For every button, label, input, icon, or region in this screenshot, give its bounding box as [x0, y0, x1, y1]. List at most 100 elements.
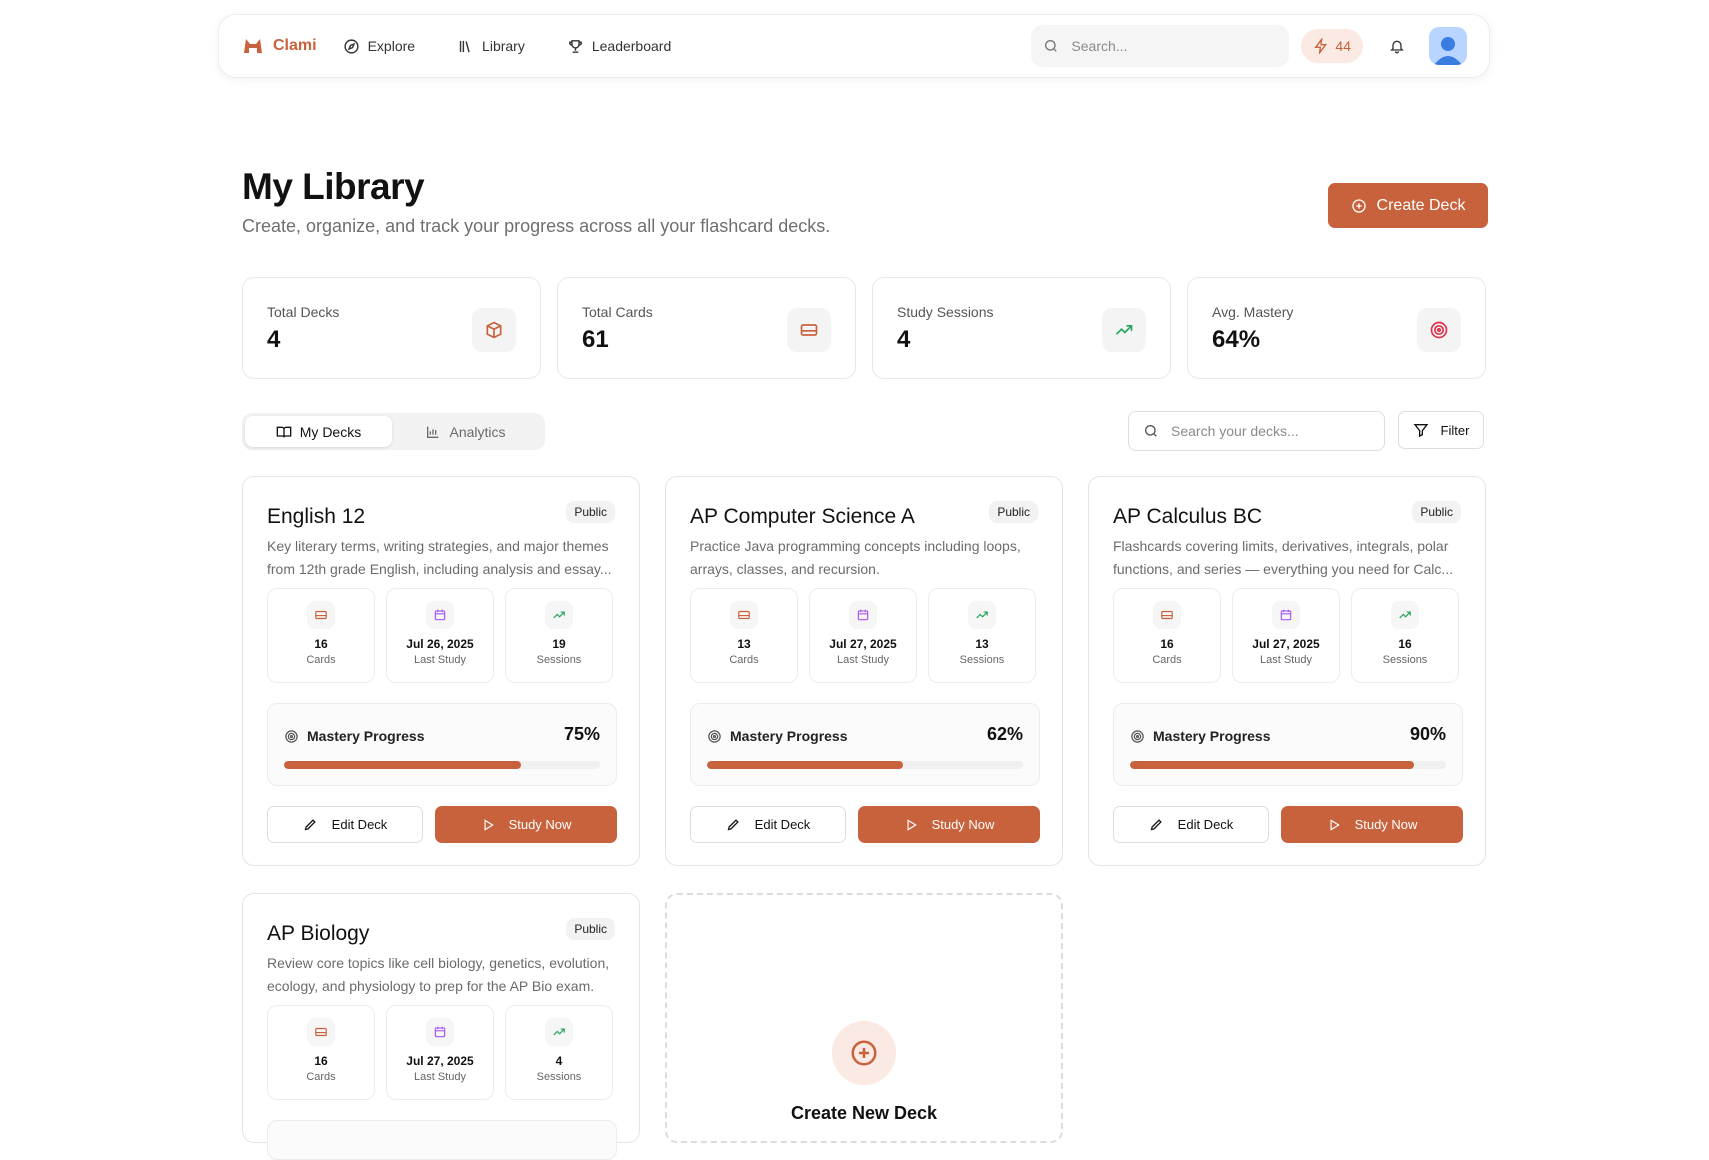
stat-value: 61 [582, 326, 609, 353]
trend-up-icon [968, 601, 996, 629]
mastery-percent: 75% [563, 724, 600, 744]
create-deck-label: Create Deck [1376, 196, 1466, 214]
page-subtitle: Create, organize, and track your progres… [242, 216, 831, 236]
deck-title: English 12 [267, 505, 366, 528]
deck-stat-sessions: 4 Sessions [505, 1005, 613, 1100]
study-now-button[interactable]: Study Now [858, 806, 1040, 843]
filter-button[interactable]: Filter [1398, 411, 1484, 449]
card-icon [787, 308, 831, 352]
play-icon [907, 818, 917, 831]
brand-logo[interactable]: Clami [243, 37, 317, 55]
deck-stat-cards: 13 Cards [690, 588, 798, 683]
stat-label: Avg. Mastery [1212, 304, 1294, 320]
edit-deck-button[interactable]: Edit Deck [1113, 806, 1269, 843]
mastery-label-text: Mastery Progress [730, 728, 848, 744]
mastery-progress-track [284, 761, 600, 769]
edit-deck-label: Edit Deck [331, 817, 388, 832]
card-icon [307, 601, 335, 629]
visibility-badge: Public [1412, 501, 1461, 523]
deck-card[interactable]: English 12 Public Key literary terms, wr… [242, 476, 640, 866]
deck-stat-label: Cards [1152, 654, 1182, 666]
deck-card[interactable]: AP Computer Science A Public Practice Ja… [665, 476, 1063, 866]
plus-circle-icon [1351, 198, 1366, 213]
nav-item-explore[interactable]: Explore [343, 38, 415, 55]
nav-item-label: Leaderboard [591, 38, 672, 54]
trophy-icon [568, 39, 582, 53]
deck-description: Flashcards covering limits, derivatives,… [1113, 538, 1454, 577]
search-icon [1145, 425, 1157, 437]
stat-card-total-decks: Total Decks 4 [242, 277, 541, 379]
mastery-panel: Mastery Progress 75% [267, 703, 617, 786]
create-new-deck-label: Create New Deck [790, 1103, 938, 1123]
deck-stat-sessions: 16 Sessions [1351, 588, 1459, 683]
create-deck-button[interactable]: Create Deck [1328, 183, 1488, 228]
mastery-label: Mastery Progress [1130, 728, 1271, 744]
pencil-icon [304, 819, 316, 831]
filter-icon [1413, 424, 1428, 438]
study-now-button[interactable]: Study Now [1281, 806, 1463, 843]
stat-label: Total Cards [582, 304, 653, 320]
deck-card[interactable]: AP Calculus BC Public Flashcards coverin… [1088, 476, 1486, 866]
deck-search[interactable] [1128, 411, 1385, 451]
streak-badge[interactable]: 44 [1301, 29, 1363, 63]
deck-stat-last-study: Jul 27, 2025 Last Study [1232, 588, 1340, 683]
stats-row: Total Decks 4 Total Cards 61 Study Sessi… [242, 277, 1486, 379]
open-book-icon [276, 426, 292, 437]
stat-value: 4 [267, 326, 281, 353]
deck-stat-value: 4 [555, 1054, 563, 1068]
play-icon [1330, 818, 1340, 831]
pencil-icon [1150, 819, 1162, 831]
study-now-label: Study Now [508, 817, 572, 832]
deck-stat-value: Jul 26, 2025 [406, 637, 474, 651]
user-avatar[interactable] [1429, 27, 1467, 65]
deck-stat-value: 16 [1398, 637, 1412, 651]
cat-logo-icon [244, 39, 262, 53]
calendar-icon [1272, 601, 1300, 629]
card-icon [1153, 601, 1181, 629]
target-icon [285, 729, 298, 743]
deck-stat-cards: 16 Cards [267, 1005, 375, 1100]
edit-deck-label: Edit Deck [1177, 817, 1234, 832]
mastery-progress-track [1130, 761, 1446, 769]
user-icon [1434, 37, 1462, 65]
edit-deck-button[interactable]: Edit Deck [267, 806, 423, 843]
plus-circle-icon [832, 1021, 896, 1085]
edit-deck-button[interactable]: Edit Deck [690, 806, 846, 843]
tab-analytics[interactable]: Analytics [392, 416, 539, 447]
mastery-label-text: Mastery Progress [1153, 728, 1271, 744]
deck-stat-value: 16 [314, 637, 328, 651]
bell-icon [1390, 40, 1404, 54]
deck-stat-value: 13 [975, 637, 989, 651]
mastery-progress-fill [707, 761, 903, 769]
view-tabs: My Decks Analytics [242, 413, 545, 450]
deck-search-input[interactable] [1171, 423, 1361, 439]
global-search[interactable] [1031, 25, 1290, 67]
study-now-button[interactable]: Study Now [435, 806, 617, 843]
nav-item-library[interactable]: Library [457, 38, 525, 55]
deck-description: Key literary terms, writing strategies, … [267, 538, 612, 577]
edit-deck-label: Edit Deck [754, 817, 811, 832]
target-icon [1417, 308, 1461, 352]
create-new-deck-card[interactable]: Create New Deck [665, 893, 1063, 1143]
nav-item-leaderboard[interactable]: Leaderboard [567, 38, 671, 55]
deck-stat-value: 13 [737, 637, 751, 651]
deck-stat-sessions: 13 Sessions [928, 588, 1036, 683]
stat-label: Study Sessions [897, 304, 994, 320]
mastery-percent: 90% [1409, 724, 1446, 744]
card-icon [730, 601, 758, 629]
global-search-input[interactable] [1071, 38, 1252, 54]
deck-stat-value: 19 [552, 637, 566, 651]
nav-item-label: Library [482, 38, 525, 54]
deck-card[interactable]: AP Biology Public Review core topics lik… [242, 893, 640, 1160]
deck-stat-label: Sessions [1382, 654, 1428, 666]
deck-stat-cards: 16 Cards [267, 588, 375, 683]
tab-label: My Decks [299, 423, 362, 440]
trend-up-icon [545, 1018, 573, 1046]
deck-stat-label: Last Study [837, 654, 889, 666]
stat-value: 64% [1212, 326, 1261, 353]
tab-my-decks[interactable]: My Decks [245, 416, 392, 447]
notifications-button[interactable] [1385, 34, 1409, 58]
mastery-panel: Mastery Progress 90% [1113, 703, 1463, 786]
mastery-progress-fill [284, 761, 521, 769]
streak-count: 44 [1335, 38, 1351, 54]
